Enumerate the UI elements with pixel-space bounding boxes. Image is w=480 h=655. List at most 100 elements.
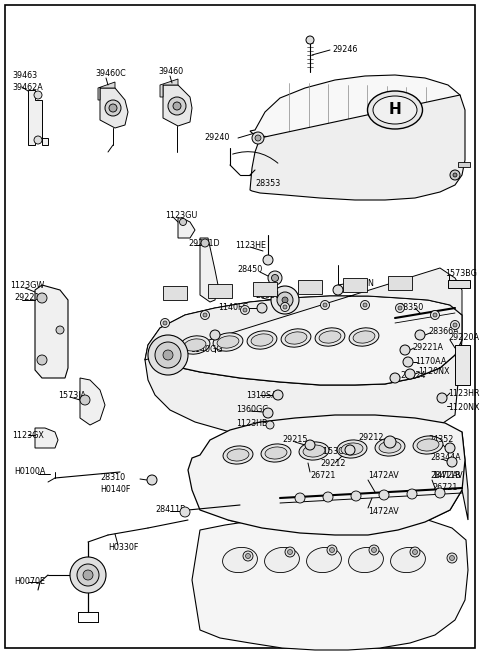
Circle shape — [321, 301, 329, 310]
Circle shape — [327, 545, 337, 555]
Circle shape — [255, 135, 261, 141]
Text: H: H — [389, 102, 401, 117]
Text: 28350: 28350 — [398, 303, 423, 312]
Circle shape — [412, 550, 418, 555]
Text: 1123GU: 1123GU — [165, 210, 197, 219]
Text: 1123GX: 1123GX — [12, 430, 44, 440]
Polygon shape — [98, 82, 115, 100]
Polygon shape — [250, 75, 462, 145]
Circle shape — [305, 440, 315, 450]
Circle shape — [410, 547, 420, 557]
Ellipse shape — [373, 96, 417, 124]
Text: 1153CB: 1153CB — [318, 447, 349, 457]
Text: 29212: 29212 — [358, 432, 384, 441]
Ellipse shape — [213, 333, 243, 351]
Circle shape — [405, 369, 415, 379]
Ellipse shape — [247, 331, 277, 349]
Text: 28411B: 28411B — [430, 470, 461, 479]
Circle shape — [180, 507, 190, 517]
Circle shape — [398, 306, 402, 310]
Circle shape — [323, 492, 333, 502]
Ellipse shape — [227, 449, 249, 461]
Ellipse shape — [319, 331, 341, 343]
Circle shape — [372, 548, 376, 553]
Ellipse shape — [223, 548, 257, 572]
Circle shape — [449, 555, 455, 561]
Text: 26721: 26721 — [432, 483, 457, 493]
Circle shape — [56, 326, 64, 334]
Circle shape — [263, 408, 273, 418]
Circle shape — [306, 36, 314, 44]
Ellipse shape — [217, 336, 239, 348]
Circle shape — [105, 100, 121, 116]
Text: H0140F: H0140F — [100, 485, 131, 495]
Ellipse shape — [315, 328, 345, 346]
Circle shape — [277, 292, 293, 308]
Polygon shape — [145, 315, 462, 440]
Text: 1140GG: 1140GG — [190, 345, 223, 354]
Text: H0070E: H0070E — [14, 578, 45, 586]
Bar — [253, 282, 277, 296]
Circle shape — [360, 301, 370, 310]
Circle shape — [390, 373, 400, 383]
Text: 39460: 39460 — [158, 67, 183, 77]
Circle shape — [210, 330, 220, 340]
Ellipse shape — [348, 548, 384, 572]
Text: 28450: 28450 — [237, 265, 262, 274]
Circle shape — [83, 570, 93, 580]
Polygon shape — [80, 378, 105, 425]
Text: 29221A: 29221A — [412, 343, 443, 352]
Circle shape — [369, 545, 379, 555]
Text: 1120NX: 1120NX — [448, 403, 480, 413]
Text: 1472AV: 1472AV — [368, 472, 399, 481]
Circle shape — [80, 395, 90, 405]
Circle shape — [245, 553, 251, 559]
Text: 1123HB: 1123HB — [236, 419, 267, 428]
Text: 1123HN: 1123HN — [342, 278, 374, 288]
Circle shape — [163, 350, 173, 360]
Circle shape — [403, 357, 413, 367]
Circle shape — [34, 136, 42, 144]
Circle shape — [433, 313, 437, 317]
Circle shape — [266, 421, 274, 429]
Polygon shape — [228, 432, 468, 535]
Text: 29240: 29240 — [204, 134, 229, 143]
Ellipse shape — [337, 440, 367, 458]
Circle shape — [252, 132, 264, 144]
Ellipse shape — [349, 328, 379, 346]
Circle shape — [451, 320, 459, 329]
Ellipse shape — [368, 91, 422, 129]
Circle shape — [147, 475, 157, 485]
Text: 1123GW: 1123GW — [10, 280, 44, 290]
Text: 29224: 29224 — [400, 371, 425, 381]
Circle shape — [345, 445, 355, 455]
Text: 1120NX: 1120NX — [418, 367, 449, 377]
Text: 1170AA: 1170AA — [415, 358, 446, 367]
Bar — [458, 162, 470, 167]
Circle shape — [453, 323, 457, 327]
Circle shape — [272, 274, 278, 282]
Circle shape — [180, 219, 187, 225]
Ellipse shape — [341, 443, 363, 455]
Ellipse shape — [303, 445, 325, 457]
Circle shape — [173, 102, 181, 110]
Ellipse shape — [281, 329, 311, 347]
Circle shape — [396, 303, 405, 312]
Circle shape — [201, 239, 209, 247]
Ellipse shape — [413, 436, 443, 454]
Bar — [208, 284, 232, 298]
Circle shape — [437, 393, 447, 403]
Text: 26721: 26721 — [310, 470, 336, 479]
Circle shape — [283, 305, 287, 309]
Text: H0330F: H0330F — [108, 544, 138, 553]
Text: 28353: 28353 — [255, 179, 280, 187]
Polygon shape — [35, 428, 58, 448]
Circle shape — [415, 330, 425, 340]
Ellipse shape — [223, 446, 253, 464]
Circle shape — [323, 303, 327, 307]
Text: 1472AV: 1472AV — [432, 472, 463, 481]
Bar — [298, 280, 322, 294]
Text: 39463: 39463 — [12, 71, 37, 81]
Polygon shape — [200, 238, 218, 302]
Ellipse shape — [379, 441, 401, 453]
